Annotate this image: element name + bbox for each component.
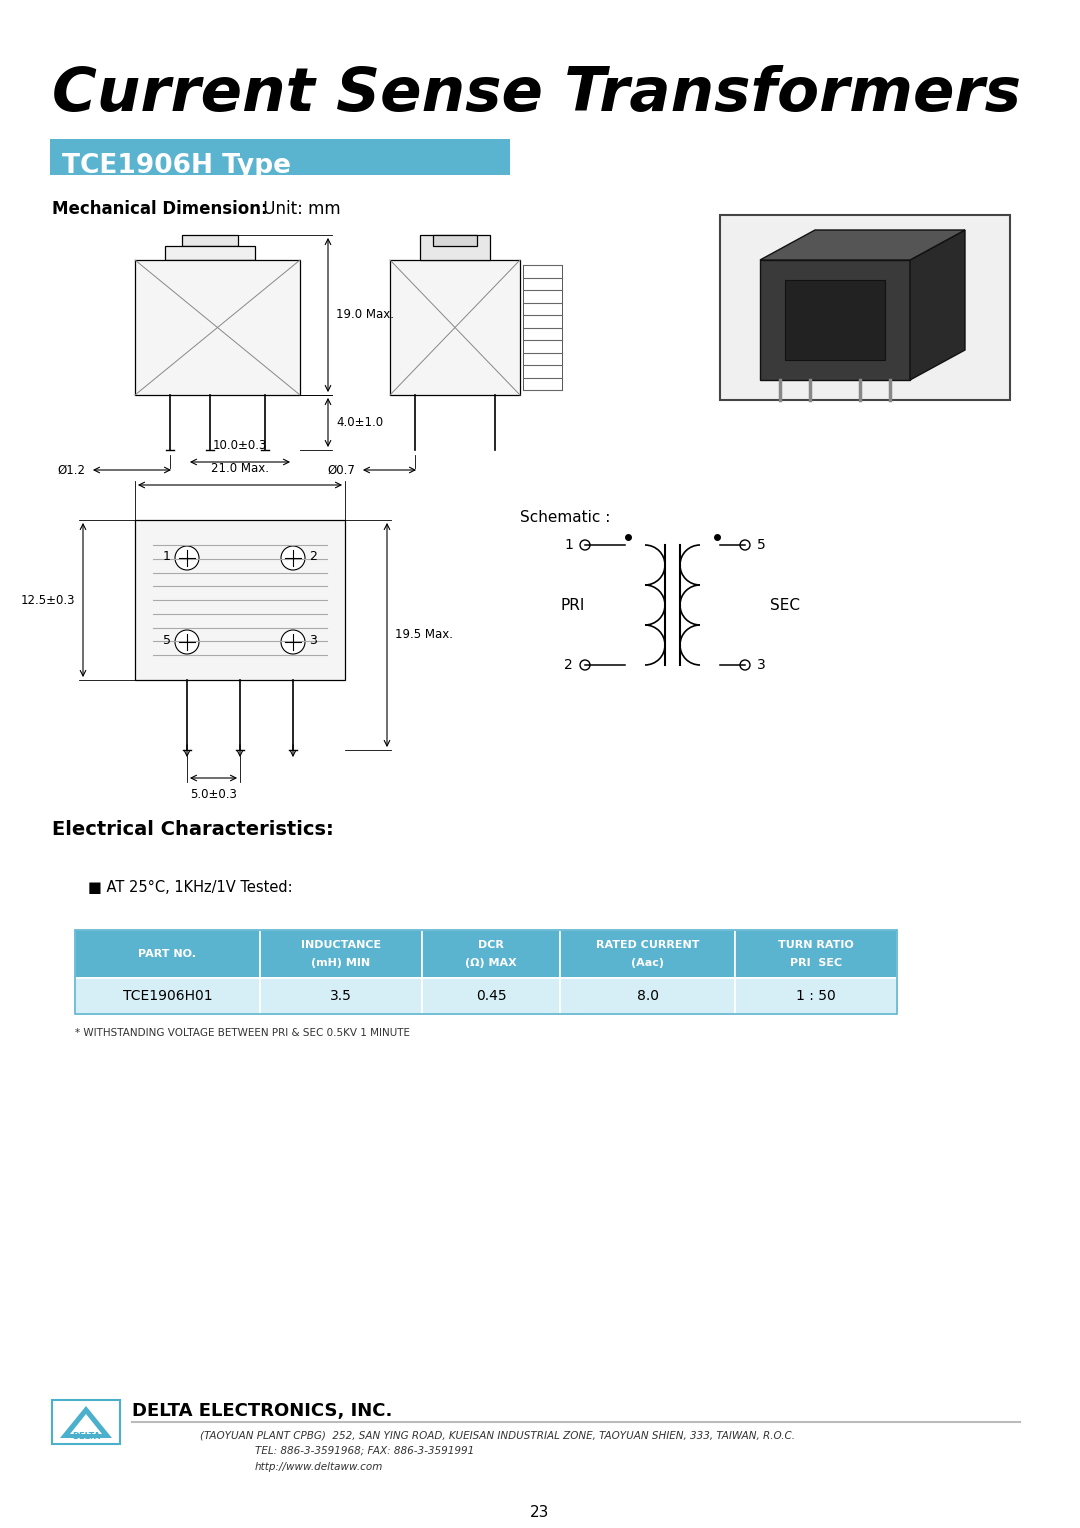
Text: Mechanical Dimension:: Mechanical Dimension: bbox=[52, 200, 268, 219]
Text: TEL: 886-3-3591968; FAX: 886-3-3591991: TEL: 886-3-3591968; FAX: 886-3-3591991 bbox=[255, 1445, 474, 1456]
Text: Unit: mm: Unit: mm bbox=[258, 200, 340, 219]
Circle shape bbox=[740, 539, 750, 550]
Text: 3: 3 bbox=[757, 659, 766, 672]
Bar bbox=[75, 931, 897, 1015]
Bar bbox=[561, 931, 735, 978]
Text: TURN RATIO: TURN RATIO bbox=[778, 940, 854, 950]
Text: SEC: SEC bbox=[770, 597, 800, 613]
Text: 5: 5 bbox=[757, 538, 766, 552]
Polygon shape bbox=[60, 1406, 112, 1438]
Text: 23: 23 bbox=[530, 1505, 550, 1520]
Text: TCE1906H01: TCE1906H01 bbox=[123, 989, 213, 1002]
Polygon shape bbox=[910, 231, 966, 380]
Circle shape bbox=[281, 630, 305, 654]
Text: Electrical Characteristics:: Electrical Characteristics: bbox=[52, 821, 334, 839]
Text: Ø0.7: Ø0.7 bbox=[327, 463, 355, 477]
Text: 12.5±0.3: 12.5±0.3 bbox=[21, 593, 75, 607]
Bar bbox=[422, 978, 561, 1015]
Bar bbox=[260, 978, 422, 1015]
Text: 1: 1 bbox=[163, 550, 171, 562]
Bar bbox=[52, 1400, 120, 1444]
Text: Schematic :: Schematic : bbox=[519, 510, 610, 526]
Polygon shape bbox=[70, 1413, 102, 1433]
Bar bbox=[433, 235, 477, 246]
Bar bbox=[50, 139, 510, 176]
Text: (TAOYUAN PLANT CPBG)  252, SAN YING ROAD, KUEISAN INDUSTRIAL ZONE, TAOYUAN SHIEN: (TAOYUAN PLANT CPBG) 252, SAN YING ROAD,… bbox=[200, 1430, 795, 1439]
Bar bbox=[183, 235, 238, 246]
Text: 4.0±1.0: 4.0±1.0 bbox=[336, 416, 383, 429]
Bar bbox=[561, 978, 735, 1015]
Text: INDUCTANCE: INDUCTANCE bbox=[301, 940, 381, 950]
Text: TCE1906H Type: TCE1906H Type bbox=[62, 153, 291, 179]
Circle shape bbox=[281, 545, 305, 570]
Bar bbox=[390, 260, 519, 396]
Text: 1: 1 bbox=[564, 538, 573, 552]
Text: 2: 2 bbox=[564, 659, 573, 672]
Text: ■ AT 25°C, 1KHz/1V Tested:: ■ AT 25°C, 1KHz/1V Tested: bbox=[87, 880, 293, 895]
Bar bbox=[735, 978, 897, 1015]
Circle shape bbox=[175, 630, 199, 654]
Text: 3.5: 3.5 bbox=[330, 989, 352, 1002]
Text: RATED CURRENT: RATED CURRENT bbox=[596, 940, 699, 950]
Text: (Aac): (Aac) bbox=[631, 958, 664, 969]
Text: Current Sense Transformers: Current Sense Transformers bbox=[52, 66, 1021, 124]
Bar bbox=[420, 235, 490, 260]
Bar bbox=[135, 520, 345, 680]
Text: DELTA: DELTA bbox=[72, 1432, 100, 1441]
Text: 8.0: 8.0 bbox=[636, 989, 659, 1002]
Text: 5: 5 bbox=[163, 634, 171, 646]
Text: * WITHSTANDING VOLTAGE BETWEEN PRI & SEC 0.5KV 1 MINUTE: * WITHSTANDING VOLTAGE BETWEEN PRI & SEC… bbox=[75, 1028, 410, 1038]
Bar bbox=[260, 931, 422, 978]
Bar bbox=[75, 931, 260, 978]
Bar bbox=[523, 264, 562, 390]
Text: DELTA ELECTRONICS, INC.: DELTA ELECTRONICS, INC. bbox=[132, 1403, 392, 1420]
Circle shape bbox=[580, 539, 590, 550]
Text: (mH) MIN: (mH) MIN bbox=[311, 958, 370, 969]
Circle shape bbox=[580, 660, 590, 669]
Polygon shape bbox=[760, 231, 966, 260]
Circle shape bbox=[175, 545, 199, 570]
Text: 3: 3 bbox=[309, 634, 316, 646]
Text: http://www.deltaww.com: http://www.deltaww.com bbox=[255, 1462, 383, 1471]
Text: 0.45: 0.45 bbox=[475, 989, 507, 1002]
Bar bbox=[135, 260, 300, 396]
Bar bbox=[165, 246, 255, 260]
Text: DCR: DCR bbox=[478, 940, 504, 950]
Text: 19.5 Max.: 19.5 Max. bbox=[395, 628, 453, 642]
Circle shape bbox=[740, 660, 750, 669]
Text: 5.0±0.3: 5.0±0.3 bbox=[190, 788, 237, 801]
Bar bbox=[720, 215, 1010, 400]
Bar bbox=[760, 260, 910, 380]
Bar bbox=[75, 978, 260, 1015]
Bar bbox=[422, 931, 561, 978]
Text: 21.0 Max.: 21.0 Max. bbox=[211, 461, 269, 475]
Bar bbox=[785, 280, 885, 361]
Text: 19.0 Max.: 19.0 Max. bbox=[336, 309, 394, 321]
Text: 10.0±0.3: 10.0±0.3 bbox=[213, 439, 267, 452]
Text: (Ω) MAX: (Ω) MAX bbox=[465, 958, 517, 969]
Text: 2: 2 bbox=[309, 550, 316, 562]
Text: 1 : 50: 1 : 50 bbox=[796, 989, 836, 1002]
Text: PART NO.: PART NO. bbox=[138, 949, 197, 960]
Bar bbox=[735, 931, 897, 978]
Text: Ø1.2: Ø1.2 bbox=[57, 463, 85, 477]
Text: PRI  SEC: PRI SEC bbox=[789, 958, 842, 969]
Text: PRI: PRI bbox=[561, 597, 585, 613]
